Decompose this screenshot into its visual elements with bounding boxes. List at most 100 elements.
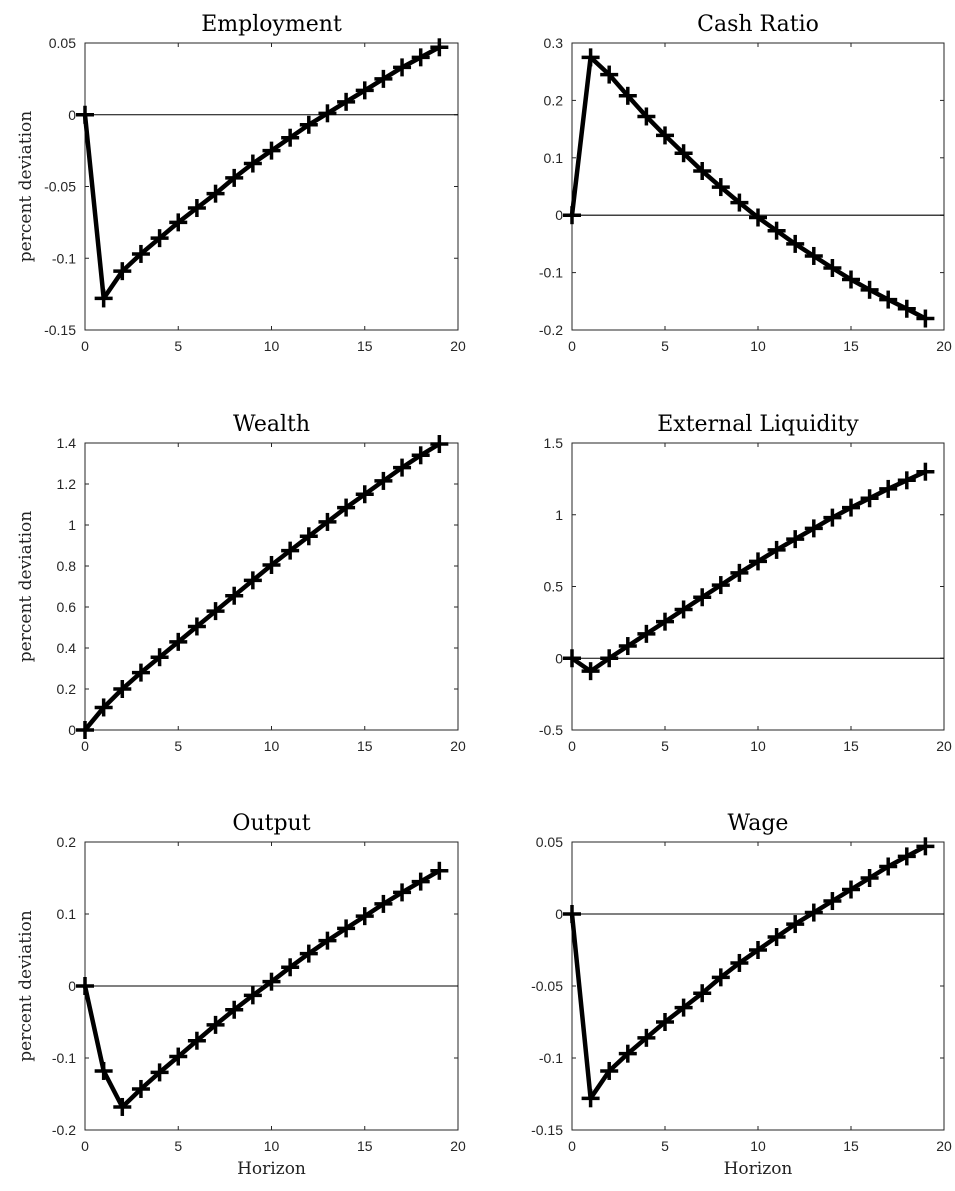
y-tick-label: 0.05: [49, 35, 76, 51]
y-axis-label: percent deviation: [16, 511, 36, 662]
y-axis-label: percent deviation: [16, 111, 36, 262]
data-point-marker: [823, 892, 842, 911]
data-point-marker: [656, 1013, 674, 1031]
data-point-marker: [299, 944, 318, 963]
data-point-marker: [804, 519, 823, 538]
data-point-marker: [411, 446, 430, 465]
data-point-marker: [206, 602, 225, 621]
data-point-marker: [430, 38, 449, 57]
data-point-marker: [897, 471, 916, 490]
y-tick-label: 1: [555, 507, 563, 523]
data-point-marker: [76, 105, 94, 124]
y-tick-label: 0.05: [536, 834, 563, 850]
x-tick-label: 0: [81, 1138, 89, 1154]
y-tick-label: 0.2: [544, 92, 564, 108]
y-tick-label: 0.5: [544, 579, 564, 595]
x-axis-label: Horizon: [724, 1159, 793, 1179]
data-point-marker: [563, 905, 581, 923]
y-tick-label: -0.15: [44, 322, 76, 338]
data-point-marker: [393, 458, 412, 477]
x-tick-label: 10: [264, 738, 280, 754]
x-tick-label: 20: [450, 738, 466, 754]
data-point-marker: [674, 144, 693, 163]
data-point-marker: [374, 69, 393, 88]
data-point-marker: [674, 998, 693, 1017]
data-point-marker: [318, 104, 337, 123]
data-point-marker: [767, 540, 786, 559]
x-tick-label: 10: [264, 1138, 280, 1154]
x-tick-label: 15: [357, 338, 373, 354]
data-point-marker: [656, 126, 674, 145]
y-tick-label: 0: [555, 650, 563, 666]
series-markers: [76, 861, 449, 1116]
y-tick-label: 0: [68, 107, 76, 123]
data-point-marker: [225, 168, 244, 187]
data-point-marker: [693, 162, 712, 181]
x-tick-label: 5: [661, 738, 669, 754]
data-point-marker: [393, 58, 412, 77]
x-tick-label: 15: [357, 738, 373, 754]
x-axis-label: Horizon: [237, 1159, 306, 1179]
y-tick-label: 0.2: [57, 834, 77, 850]
data-point-marker: [563, 649, 581, 668]
data-point-marker: [860, 869, 879, 887]
data-point-marker: [131, 663, 150, 682]
data-point-marker: [711, 178, 730, 197]
x-tick-label: 10: [750, 338, 766, 354]
chart-title: Employment: [201, 12, 342, 37]
data-point-marker: [430, 861, 449, 880]
data-point-marker: [206, 184, 225, 203]
series-markers: [563, 837, 935, 1108]
data-point-marker: [674, 600, 693, 619]
data-point-marker: [411, 872, 430, 891]
data-point-marker: [804, 246, 823, 265]
x-tick-label: 20: [450, 338, 466, 354]
data-point-marker: [879, 479, 898, 498]
data-point-marker: [804, 903, 823, 922]
data-point-marker: [281, 541, 300, 560]
data-point-marker: [281, 128, 300, 147]
data-point-marker: [842, 880, 860, 899]
data-point-marker: [299, 115, 318, 134]
data-point-marker: [600, 649, 619, 668]
data-point-marker: [374, 471, 393, 490]
y-tick-label: -0.5: [539, 722, 563, 738]
data-point-marker: [430, 435, 449, 454]
series-markers: [563, 48, 935, 328]
data-point-marker: [262, 972, 281, 991]
data-point-marker: [262, 141, 281, 160]
data-point-marker: [187, 1031, 206, 1050]
series-line: [82, 45, 442, 301]
data-point-marker: [897, 299, 916, 318]
data-point-marker: [879, 857, 898, 876]
data-point-marker: [786, 915, 805, 934]
data-point-marker: [131, 1079, 150, 1098]
data-point-marker: [318, 931, 337, 950]
data-point-marker: [169, 632, 188, 651]
data-point-marker: [150, 229, 169, 248]
data-point-marker: [581, 1089, 600, 1108]
data-point-marker: [693, 984, 712, 1003]
data-point-marker: [169, 213, 188, 232]
x-tick-label: 20: [936, 1138, 952, 1154]
data-point-marker: [842, 498, 860, 517]
series-markers: [76, 38, 449, 308]
data-point-marker: [355, 485, 374, 504]
data-point-marker: [581, 662, 600, 681]
data-point-marker: [730, 563, 749, 582]
x-tick-label: 20: [936, 338, 952, 354]
data-point-marker: [337, 498, 356, 517]
data-point-marker: [411, 48, 430, 67]
y-tick-label: 0.6: [57, 599, 77, 615]
x-tick-label: 0: [81, 338, 89, 354]
data-point-marker: [225, 586, 244, 605]
x-tick-label: 5: [661, 338, 669, 354]
data-point-marker: [206, 1015, 225, 1034]
data-point-marker: [76, 721, 94, 739]
data-point-marker: [581, 48, 600, 67]
x-tick-label: 10: [750, 738, 766, 754]
y-tick-label: -0.1: [539, 265, 563, 281]
x-tick-label: 0: [81, 738, 89, 754]
y-tick-label: 0.1: [544, 150, 564, 166]
data-point-marker: [94, 289, 113, 308]
